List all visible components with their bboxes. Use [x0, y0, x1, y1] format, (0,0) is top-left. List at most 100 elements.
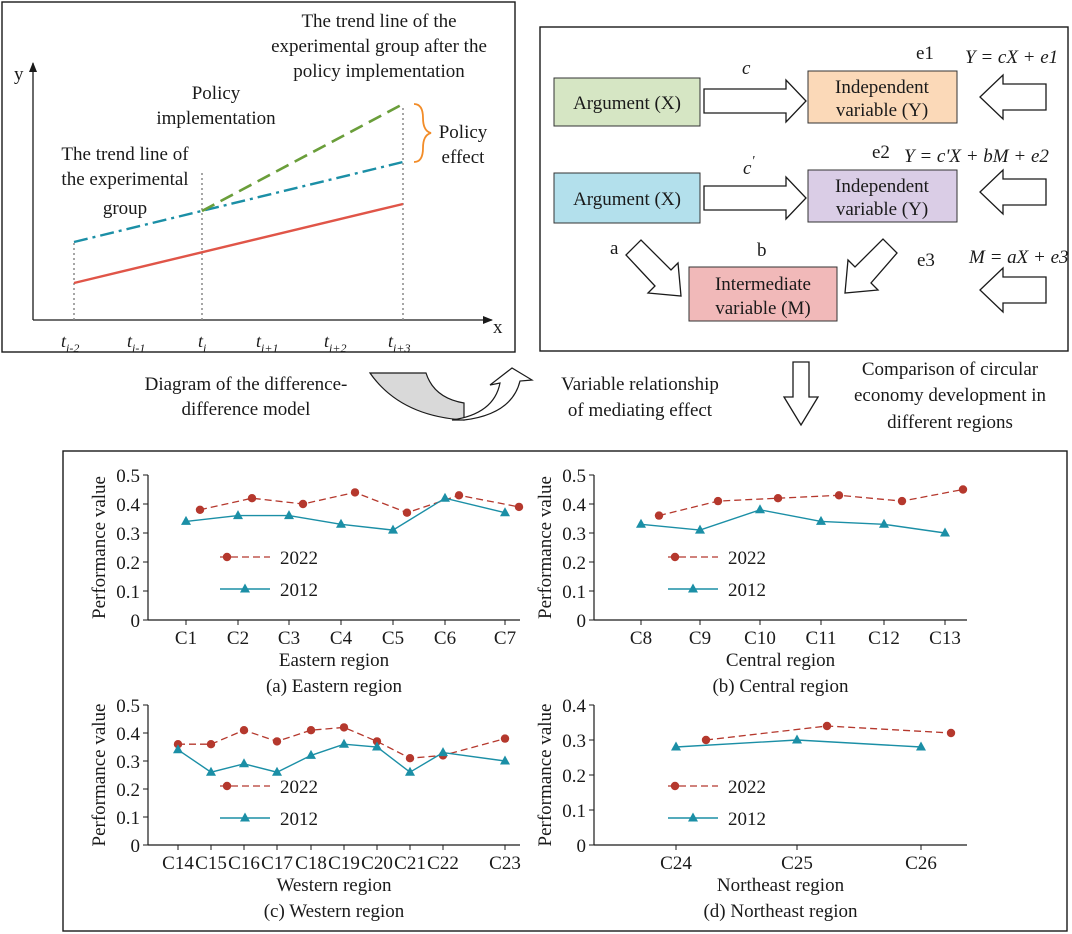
point-2012-C25 — [792, 734, 802, 744]
independent-variable-y-box-1 — [807, 70, 958, 124]
mediation-caption: Variable relationship of mediating effec… — [561, 374, 719, 421]
series-2012-line — [177, 743, 506, 774]
argument-x-box-1 — [553, 77, 701, 127]
point-2012-C10 — [755, 504, 765, 514]
point-2022-C13 — [958, 485, 968, 494]
point-2012-C4 — [336, 518, 346, 528]
point-2022-C25 — [822, 721, 832, 731]
y-axis-title: Performance value — [89, 476, 110, 619]
path-a-label: a — [610, 238, 619, 259]
point-2022-C10 — [773, 494, 783, 503]
x-tick-label-C1: C1 — [175, 628, 197, 649]
legend-2022-label: 2022 — [280, 777, 318, 798]
point-2022-C18 — [306, 726, 316, 735]
path-c-prime-label: c' — [743, 154, 755, 179]
y-axis-title: Performance value — [535, 704, 556, 847]
point-2012-C15 — [206, 766, 216, 776]
point-2022-C19 — [339, 723, 349, 732]
legend: 2022 2012 — [668, 777, 766, 830]
svg-text:of mediating effect: of mediating effect — [568, 400, 713, 421]
point-2012-C18 — [306, 749, 316, 759]
chart-a: 0 0.1 0.2 0.3 0.4 0.5 C1 C2 C3 C4 C5 C6 C7 Eastern re… — [89, 466, 524, 697]
point-2012-C2 — [233, 510, 243, 520]
y-tick-label: 0.3 — [116, 524, 140, 545]
x-tick-label-C22: C22 — [427, 853, 459, 874]
svg-text:economy development in: economy development in — [854, 385, 1047, 406]
svg-text:Intermediate: Intermediate — [715, 274, 811, 295]
annotation-policy-effect: Policy effect — [439, 122, 488, 168]
equation-1: Y = cX + e1 — [965, 47, 1058, 68]
y-tick-label: 0.1 — [562, 801, 586, 822]
x-tick-label-C9: C9 — [689, 628, 711, 649]
error-e2-label: e2 — [872, 142, 890, 163]
chart-title: (c) Western region — [264, 901, 405, 922]
error-e3-arrow — [979, 266, 1047, 314]
y-tick-label: 0.4 — [116, 495, 140, 516]
y-axis-title: Performance value — [535, 476, 556, 619]
independent-variable-y-box-2 — [807, 169, 958, 223]
x-tick-label-C23: C23 — [489, 853, 521, 874]
mediation-panel: Argument (X) c Independent variable (Y) … — [539, 26, 1069, 352]
point-2012-C6 — [440, 492, 450, 502]
x-axis-title: Western region — [276, 875, 392, 896]
point-2022-C12 — [897, 496, 907, 506]
y-tick-label: 0 — [131, 836, 141, 857]
point-2022-C9 — [713, 496, 723, 506]
legend: 2022 2012 — [220, 777, 318, 830]
legend-2012-label: 2012 — [728, 809, 766, 830]
y-tick-label: 0.1 — [116, 582, 140, 603]
point-2022-C7 — [514, 502, 524, 512]
point-2012-C26 — [916, 741, 926, 751]
legend-2022-label: 2022 — [728, 777, 766, 798]
path-b-arrow — [844, 238, 898, 294]
legend-2012-label: 2012 — [728, 580, 766, 601]
svg-text:experimental group after the: experimental group after the — [271, 36, 487, 57]
point-2012-C23 — [500, 755, 510, 765]
cycle-arrow-left — [368, 372, 465, 421]
argument-x-box-2 — [553, 172, 701, 224]
x-tick-label-C19: C19 — [328, 853, 360, 874]
did-caption: Diagram of the difference- difference mo… — [145, 374, 348, 420]
svg-text:The trend line of: The trend line of — [61, 144, 189, 165]
y-tick-label: 0.5 — [116, 466, 140, 487]
svg-text:variable (M): variable (M) — [715, 298, 810, 319]
x-tick-label-C14: C14 — [162, 853, 194, 874]
point-2022-C4 — [350, 488, 360, 497]
series-2012-line — [640, 509, 946, 534]
svg-text:Independent: Independent — [835, 77, 930, 98]
y-tick-label: 0.3 — [116, 752, 140, 773]
x-tick-label-C20: C20 — [361, 853, 393, 874]
x-tick-label-C18: C18 — [295, 853, 327, 874]
point-2012-C8 — [636, 518, 646, 528]
legend-2022-marker — [222, 781, 232, 791]
point-2022-C1 — [195, 505, 205, 514]
annotation-policy-implementation: Policy implementation — [156, 83, 276, 129]
point-2022-C23 — [500, 734, 510, 743]
did-tick-labels: ti-2 ti-1 ti ti+1 ti+2 ti+3 — [61, 331, 410, 355]
charts-layer: 0 0.1 0.2 0.3 0.4 0.5 C1 C2 C3 C4 C5 C6 C7 Eastern re… — [89, 466, 968, 922]
x-tick-label-C26: C26 — [905, 853, 937, 874]
y-tick-label: 0.2 — [562, 766, 586, 787]
did-panel: y x ti-2 ti-1 ti ti+1 ti+2 ti+3 The tren… — [1, 1, 516, 355]
y-tick-label: 0.5 — [562, 466, 586, 487]
charts-panel-border — [62, 450, 1068, 932]
x-tick-label-C13: C13 — [929, 628, 961, 649]
svg-text:Argument (X): Argument (X) — [573, 189, 681, 210]
x-tick-label-C16: C16 — [228, 853, 260, 874]
x-tick-label-C10: C10 — [744, 628, 776, 649]
chart-title: (a) Eastern region — [266, 676, 403, 697]
chart-d: 0 0.1 0.2 0.3 0.4 C24 C25 C26 Northeast region (d… — [535, 696, 967, 922]
chart-b: 0 0.1 0.2 0.3 0.4 0.5 C8 C9 C10 C11 C12 C13 Central … — [535, 466, 968, 697]
y-tick-label: 0.4 — [562, 495, 586, 516]
point-2012-C7 — [500, 507, 510, 517]
point-2012-C19 — [339, 738, 349, 748]
svg-text:variable (Y): variable (Y) — [836, 100, 928, 121]
svg-text:Argument (X): Argument (X) — [573, 93, 681, 114]
point-2022-C11 — [834, 491, 844, 500]
tick-t-i-1: ti-1 — [127, 331, 145, 355]
point-2012-C21 — [405, 766, 415, 776]
svg-text:the experimental: the experimental — [61, 169, 188, 190]
cycle-arrow — [368, 367, 534, 421]
annotation-experimental-trend: The trend line of the experimental group — [61, 144, 189, 219]
y-tick-label: 0 — [577, 611, 587, 632]
